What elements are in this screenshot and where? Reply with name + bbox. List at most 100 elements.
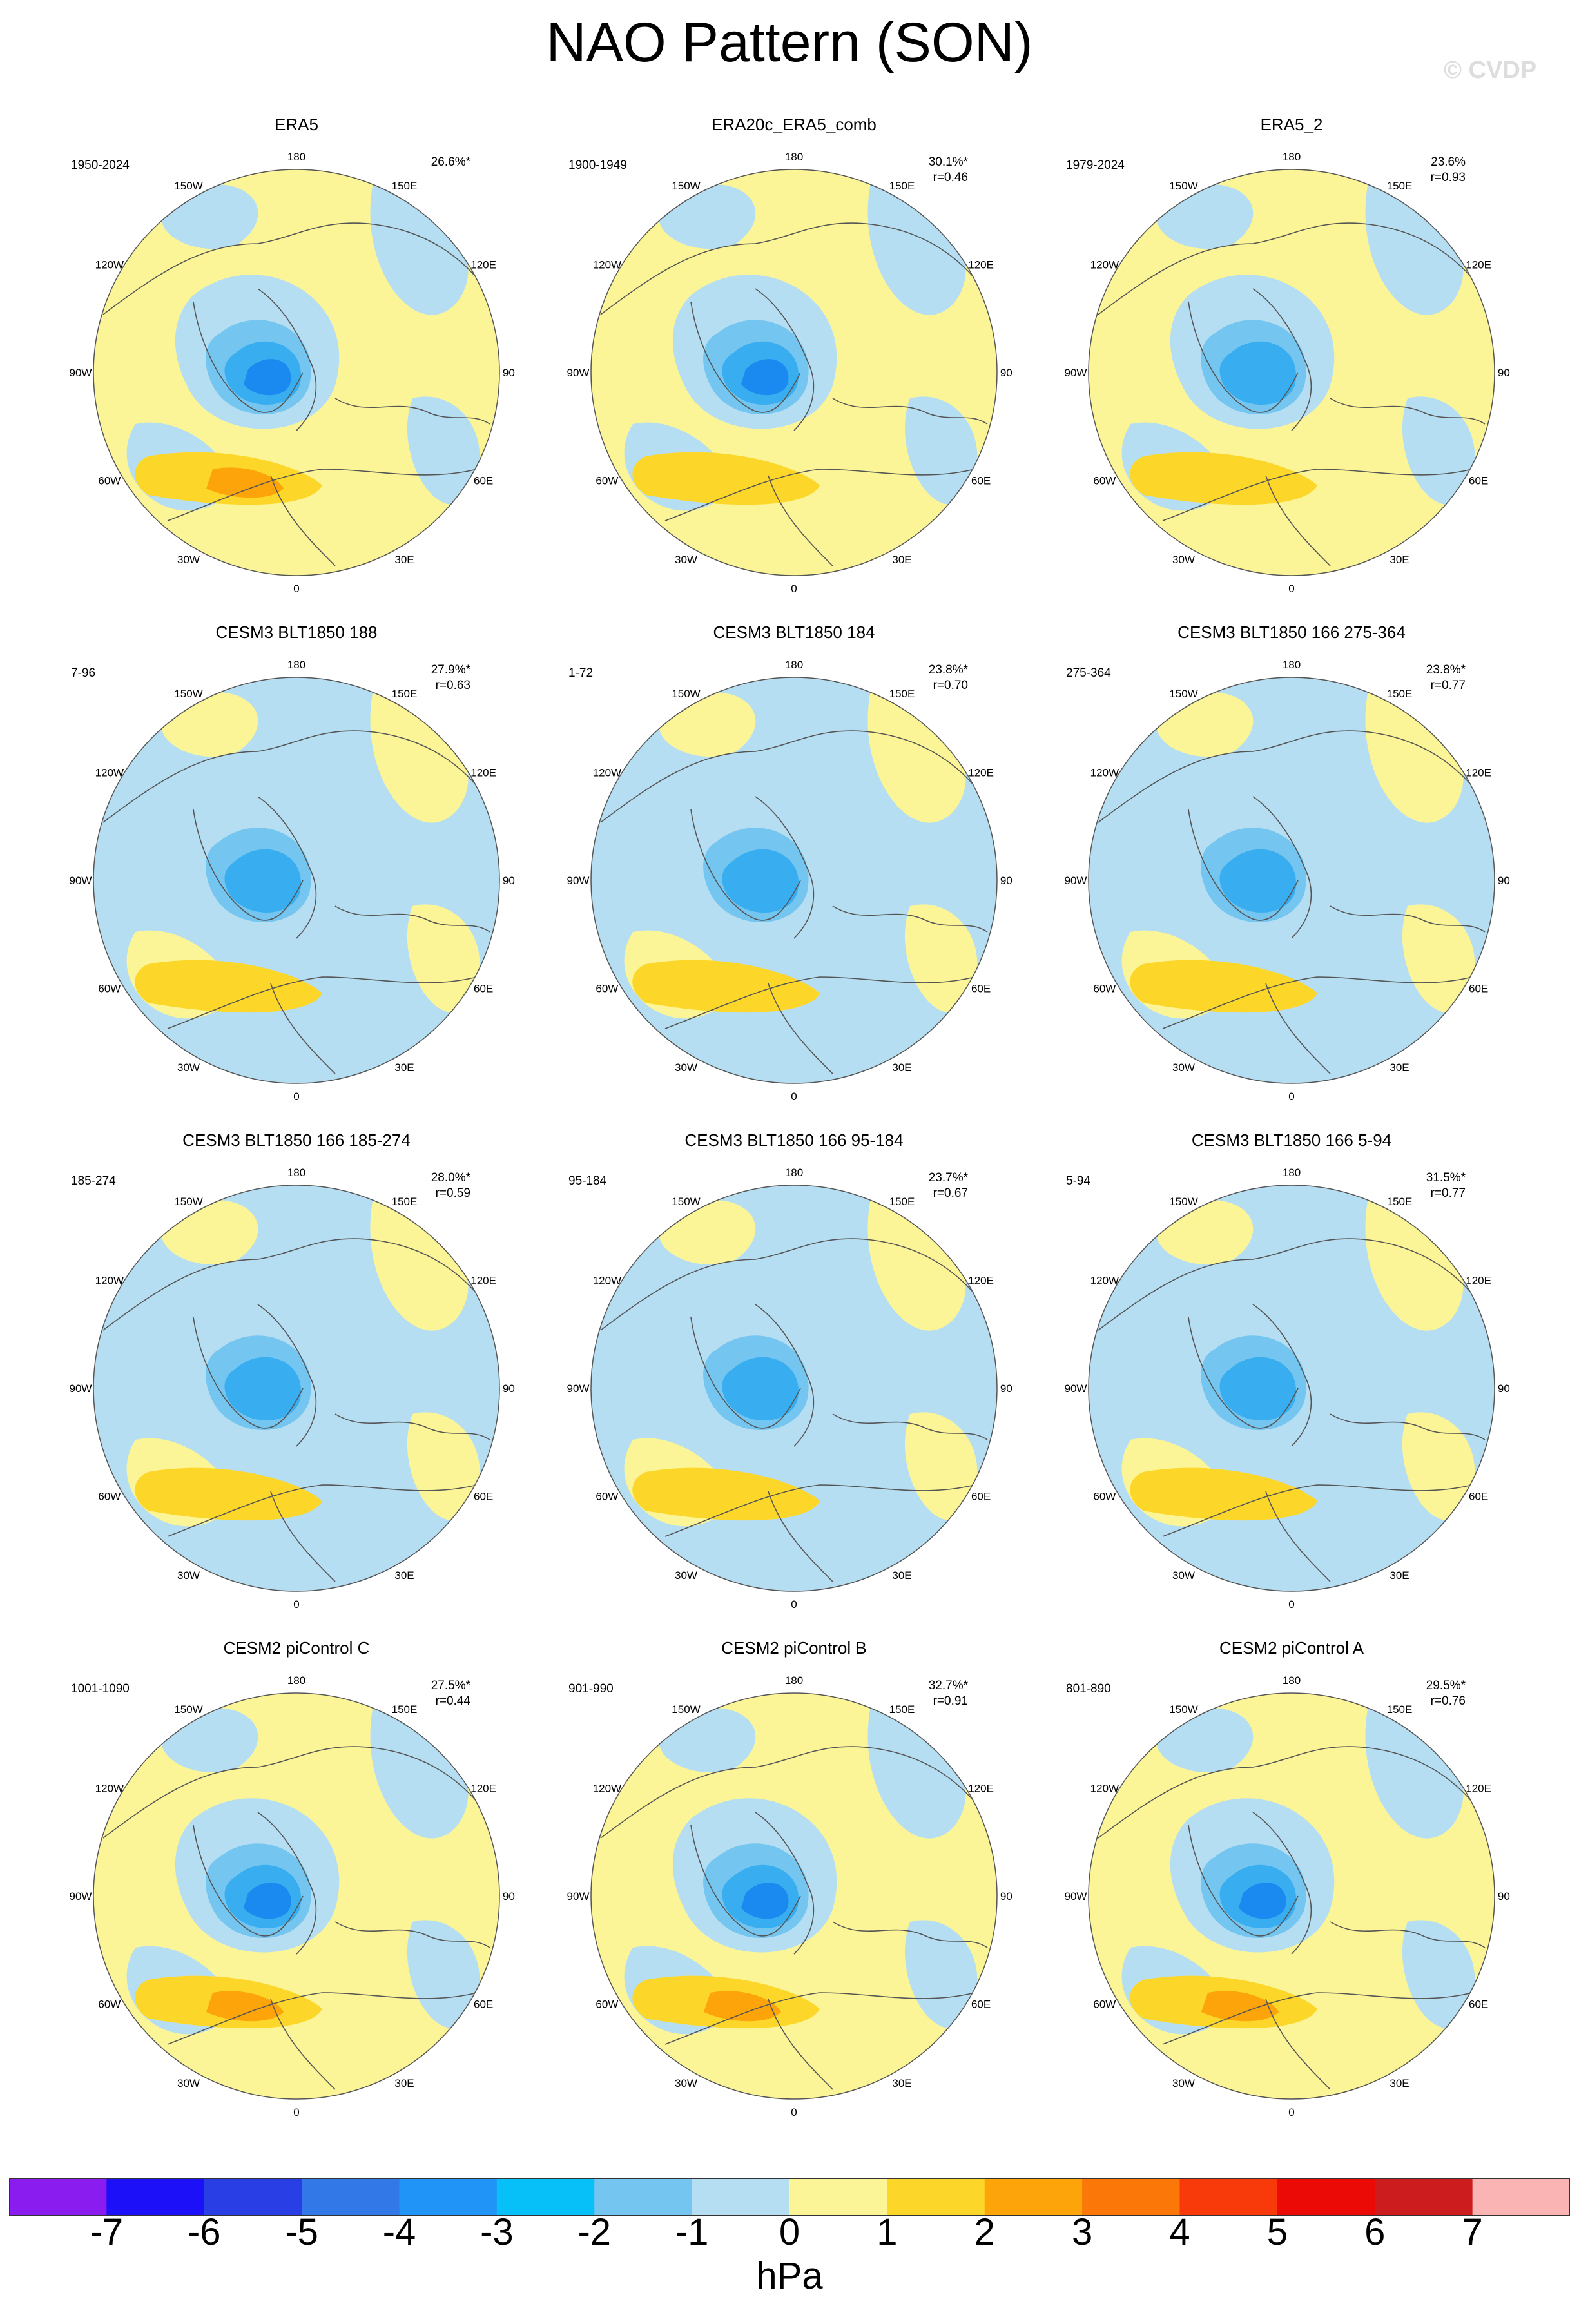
cvdp-watermark: © CVDP [1444,57,1537,84]
longitude-label: 90W [567,1382,590,1395]
map-boundary [1088,1692,1495,2100]
coastline [755,288,815,431]
longitude-label: 90W [70,1890,92,1903]
longitude-label: 120W [593,1783,621,1795]
longitude-label: 120W [95,1783,124,1795]
coastline [1188,1317,1299,1429]
longitude-label: 180 [785,151,803,163]
panel-stats: 23.8%* r=0.77 [1375,663,1466,693]
panel-title: CESM2 piControl B [721,1638,867,1658]
coastline [1252,1812,1312,1955]
longitude-label: 90W [1065,875,1087,887]
colorbar-tick-label: 6 [1364,2211,1386,2253]
region-patch [1402,396,1475,505]
colorbar-tick-label: -1 [675,2211,709,2253]
colorbar-tick-label: -4 [382,2211,416,2253]
longitude-label: 30E [892,2077,911,2089]
region-patch [1402,1920,1475,2029]
coastline [193,301,304,413]
longitude-label: 150W [672,688,700,700]
longitude-label: 30W [675,554,697,566]
low-pressure-level2 [1219,849,1297,913]
longitude-label: 60W [596,983,618,995]
longitude-label: 180 [1283,1674,1301,1687]
high-pressure-level2 [206,1991,284,2022]
high-pressure-level1 [1130,960,1317,1013]
longitude-label: 150W [1169,688,1197,700]
coastline [1188,809,1299,921]
coastline [1162,976,1473,1029]
longitude-label: 180 [785,659,803,671]
low-pressure-level3 [1239,1883,1286,1919]
longitude-label: 90E [1498,1382,1511,1395]
colorbar-tick-label: 1 [877,2211,898,2253]
coastline [1098,1746,1486,1839]
high-pressure-level1 [1130,452,1317,505]
high-pressure-level1 [135,960,322,1013]
figure-title: NAO Pattern (SON) [546,12,1033,73]
colorbar-swatch [496,2178,595,2216]
longitude-label: 30W [1172,1061,1195,1074]
map-panel: CESM2 piControl C 1001-1090 27.5%* r=0.44 18… [26,1638,516,2147]
coastline [1252,1304,1312,1447]
longitude-label: 60W [98,1491,121,1503]
longitude-label: 60E [474,983,493,995]
panel-title: CESM3 BLT1850 166 275-364 [1177,623,1406,642]
longitude-label: 0 [791,583,797,595]
coastline [664,469,975,521]
longitude-label: 90E [1498,1890,1511,1903]
low-pressure-level3 [244,359,291,396]
coastline [600,730,988,823]
longitude-label: 30W [1172,1569,1195,1582]
coastline [257,1812,317,1955]
colorbar-tick-label: 5 [1266,2211,1288,2253]
longitude-label: 120E [470,259,496,271]
region-patch [904,1920,978,2029]
region-patch [867,1703,966,1839]
coastline [690,1317,801,1429]
longitude-label: 60W [98,983,121,995]
panel-title: CESM2 piControl A [1219,1638,1364,1658]
region-patch [1402,904,1475,1013]
panel-years: 95-184 [568,1174,607,1188]
longitude-label: 30E [394,554,414,566]
colorbar-tick-label: 0 [779,2211,800,2253]
longitude-label: 0 [293,1090,299,1103]
colorbar-tick-label: -3 [480,2211,514,2253]
longitude-label: 180 [1283,659,1301,671]
region-patch [1365,1703,1464,1839]
longitude-label: 60W [1093,983,1116,995]
longitude-label: 120E [968,1783,994,1795]
region-patch [407,1920,480,2029]
longitude-label: 60W [596,1999,618,2011]
longitude-label: 150W [1169,180,1197,192]
coastline [167,1992,478,2045]
pattern-correlation: r=0.59 [435,1186,470,1200]
longitude-label: 60E [971,983,991,995]
panel-title: CESM3 BLT1850 184 [713,623,875,642]
explained-variance: 32.7%* [928,1679,968,1692]
explained-variance: 30.1%* [928,155,968,169]
longitude-label: 60E [1469,1491,1488,1503]
map-boundary [93,1185,500,1592]
colorbar-swatch [1472,2178,1570,2216]
coastline [1265,983,1331,1074]
coastline [1265,475,1331,566]
longitude-label: 120W [1090,767,1119,779]
colorbar-tick-label: -7 [90,2211,124,2253]
colorbar-swatch [984,2178,1083,2216]
coastline [193,1317,304,1429]
coastline [690,1825,801,1937]
panel-years: 7-96 [71,666,96,680]
longitude-label: 60W [596,475,618,487]
longitude-label: 180 [287,1674,305,1687]
panel-years: 1950-2024 [71,159,130,172]
panel-stats: 31.5%* r=0.77 [1375,1170,1466,1201]
panel-title: CESM2 piControl C [223,1638,370,1658]
region-patch [407,904,480,1013]
explained-variance: 23.7%* [928,1171,968,1185]
longitude-label: 180 [1283,151,1301,163]
coastline [257,288,317,431]
panel-title: ERA20c_ERA5_comb [712,115,877,134]
longitude-label: 30E [1390,2077,1409,2089]
